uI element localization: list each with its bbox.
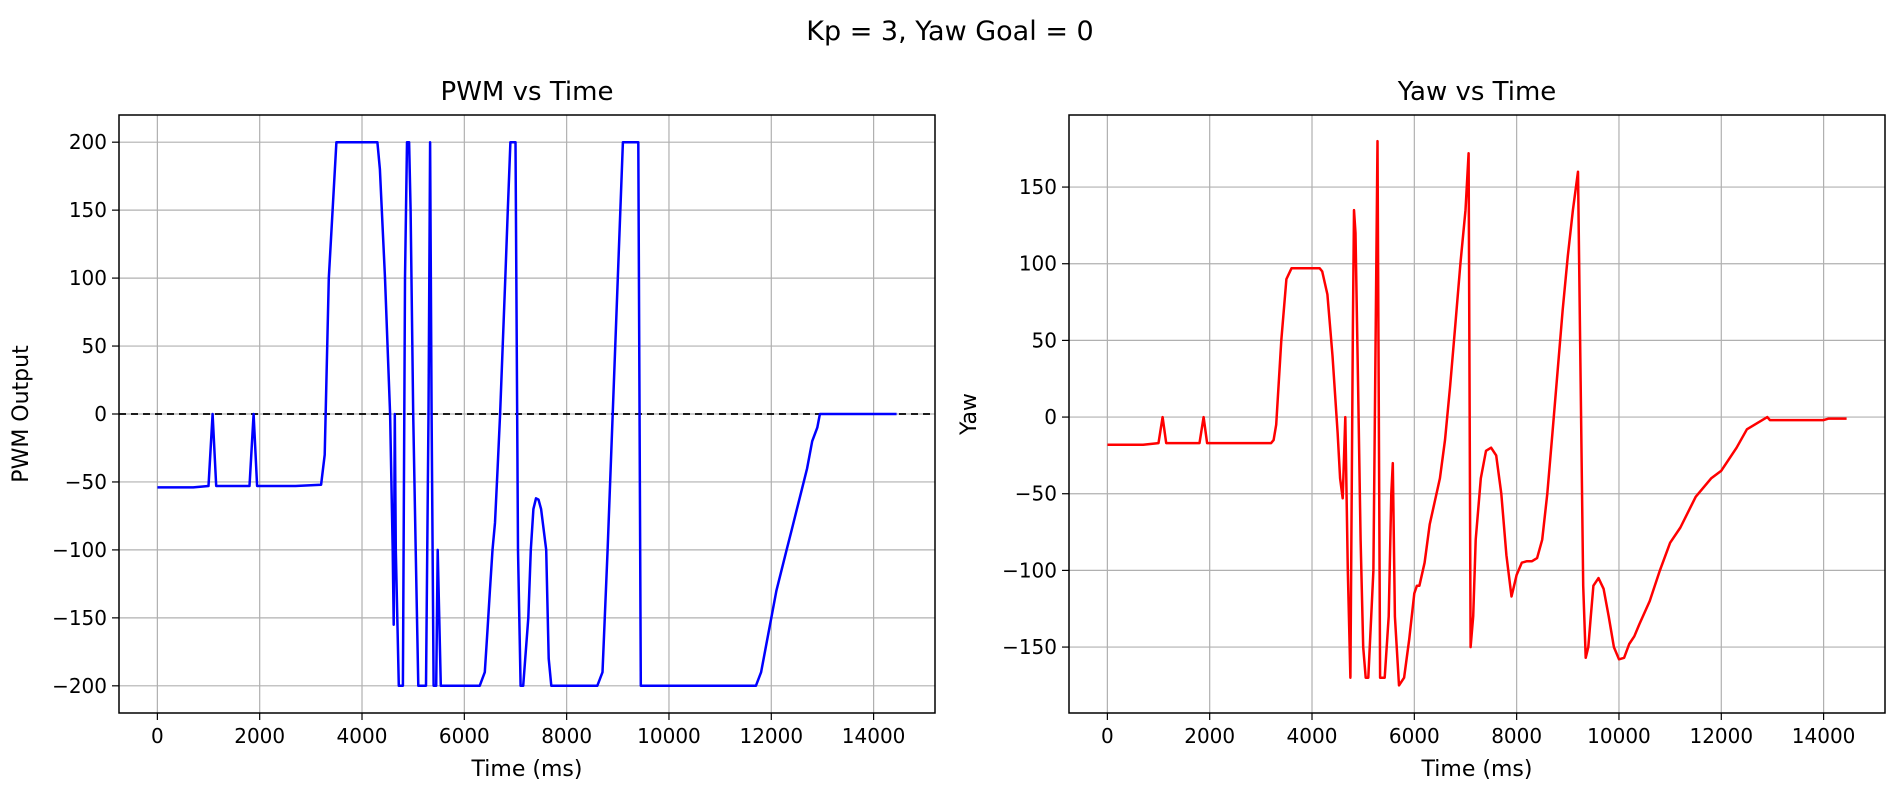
pwm-x-ticks: 0 2000 4000 6000 8000 10000 12000 14000 xyxy=(151,713,905,748)
yaw-x-tick-label: 8000 xyxy=(1491,724,1542,748)
yaw-y-axis-label: Yaw xyxy=(957,393,982,436)
pwm-y-tick-label: 200 xyxy=(69,130,107,154)
yaw-x-tick-label: 10000 xyxy=(1587,724,1651,748)
pwm-x-tick-label: 10000 xyxy=(637,724,701,748)
pwm-y-axis-label: PWM Output xyxy=(9,345,34,483)
yaw-x-tick-label: 4000 xyxy=(1287,724,1338,748)
yaw-axes-frame xyxy=(1068,114,1886,714)
pwm-y-tick-label: −200 xyxy=(52,674,107,698)
yaw-x-tick-label: 0 xyxy=(1101,724,1114,748)
pwm-x-tick-label: 14000 xyxy=(842,724,906,748)
pwm-x-tick-label: 6000 xyxy=(439,724,490,748)
yaw-y-tick-label: 150 xyxy=(1019,175,1057,199)
pwm-y-ticks: −200 −150 −100 −50 0 50 100 150 200 xyxy=(52,130,119,698)
pwm-chart-title: PWM vs Time xyxy=(441,77,614,107)
pwm-y-tick-label: 150 xyxy=(69,198,107,222)
yaw-x-tick-label: 2000 xyxy=(1184,724,1235,748)
yaw-chart-title: Yaw vs Time xyxy=(1397,77,1557,107)
pwm-y-tick-label: −50 xyxy=(65,470,107,494)
yaw-y-tick-label: 50 xyxy=(1032,328,1057,352)
yaw-x-tick-label: 6000 xyxy=(1389,724,1440,748)
pwm-x-tick-label: 0 xyxy=(151,724,164,748)
yaw-y-ticks: −150 −100 −50 0 50 100 150 xyxy=(1002,175,1069,659)
pwm-y-tick-label: 0 xyxy=(94,402,107,426)
figure-suptitle: Kp = 3, Yaw Goal = 0 xyxy=(806,16,1093,47)
yaw-x-tick-label: 12000 xyxy=(1689,724,1753,748)
yaw-y-tick-label: −150 xyxy=(1002,635,1057,659)
yaw-x-axis-label: Time (ms) xyxy=(1421,757,1533,782)
yaw-series-line xyxy=(1107,139,1847,687)
pwm-x-tick-label: 2000 xyxy=(234,724,285,748)
yaw-y-tick-label: 100 xyxy=(1019,252,1057,276)
pwm-y-tick-label: 50 xyxy=(82,334,107,358)
pwm-y-tick-label: 100 xyxy=(69,266,107,290)
pwm-series-line xyxy=(157,140,897,688)
yaw-y-tick-label: −50 xyxy=(1015,482,1057,506)
yaw-chart: 0 2000 4000 6000 8000 10000 12000 14000 −150 −10… xyxy=(957,77,1886,782)
yaw-grid xyxy=(1069,115,1885,713)
pwm-y-tick-label: −150 xyxy=(52,606,107,630)
pwm-y-tick-label: −100 xyxy=(52,538,107,562)
yaw-x-tick-label: 14000 xyxy=(1792,724,1856,748)
yaw-y-tick-label: 0 xyxy=(1044,405,1057,429)
yaw-y-tick-label: −100 xyxy=(1002,558,1057,582)
pwm-chart: 0 2000 4000 6000 8000 10000 12000 14000 −200−15… xyxy=(9,77,936,782)
yaw-x-ticks: 0 2000 4000 6000 8000 10000 12000 14000 xyxy=(1101,713,1855,748)
pwm-x-tick-label: 8000 xyxy=(541,724,592,748)
pwm-x-tick-label: 12000 xyxy=(739,724,803,748)
pwm-x-tick-label: 4000 xyxy=(337,724,388,748)
pwm-x-axis-label: Time (ms) xyxy=(471,757,583,782)
